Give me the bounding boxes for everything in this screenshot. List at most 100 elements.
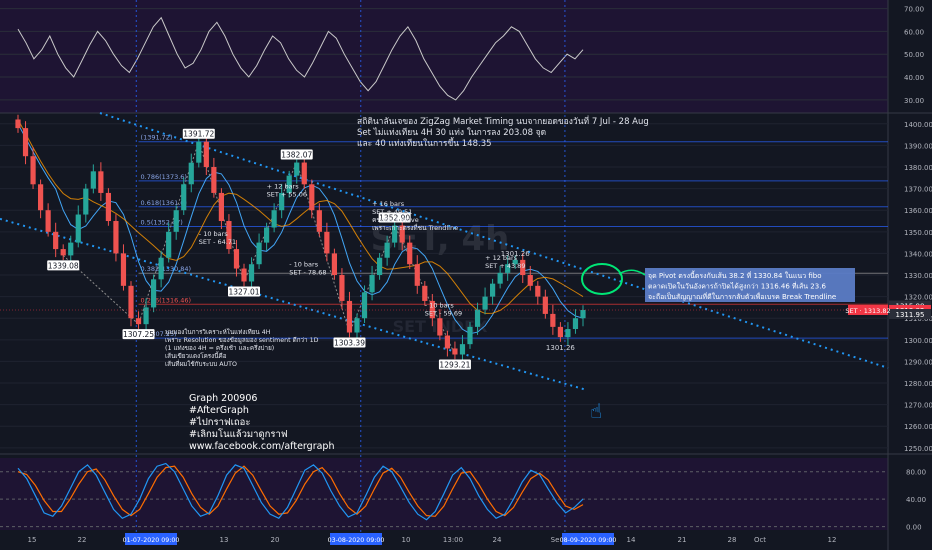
analysis-note: และ 40 แท่งเทียนในการขึ้น 148.35 xyxy=(357,137,492,149)
date-tick-label: 28 xyxy=(728,536,737,544)
bar-count-note: SET - 59.69 xyxy=(425,309,462,317)
date-tick-label: Se xyxy=(551,536,560,544)
callout-box xyxy=(645,268,855,302)
trendline-upper[interactable] xyxy=(99,112,889,369)
date-tick-label: 21 xyxy=(678,536,687,544)
top-axis-tick-label: 40.00 xyxy=(904,74,924,82)
candle-body xyxy=(354,318,360,333)
price-tick-label: 1250.00 xyxy=(904,445,932,453)
top-axis-tick-label: 30.00 xyxy=(904,97,924,105)
candle-body xyxy=(286,175,292,193)
price-tick-label: 1340.00 xyxy=(904,250,932,258)
candle-body xyxy=(490,283,496,297)
candle-body xyxy=(68,242,74,256)
pointer-hand-icon: ☝ xyxy=(590,399,602,423)
candle-body xyxy=(98,171,104,193)
swing-label-box xyxy=(122,329,155,340)
date-tick-label: 01-07-2020 09:00 xyxy=(123,537,180,544)
date-tick-label: 03-08-2020 09:00 xyxy=(328,537,385,544)
date-tick-label: Oct xyxy=(754,536,766,544)
date-tick-label: 24 xyxy=(493,536,502,544)
candle-body xyxy=(474,309,481,327)
candle-body xyxy=(459,344,466,355)
candle-body xyxy=(256,242,262,265)
candle-body xyxy=(158,257,164,280)
callout-text: จะถือเป็นสัญญาณที่ดีในการกลับตัวเพื่อเบร… xyxy=(648,292,836,301)
candle-body xyxy=(188,162,194,185)
callout-text: ตลาดเปิดในวันอังคารถ้าปิดได้สูงกว่า 1316… xyxy=(648,282,826,291)
fib-level-label: (1391.72) xyxy=(141,134,173,142)
stoch-tick-label: 0.00 xyxy=(906,524,922,532)
price-tick-label: 1290.00 xyxy=(904,358,932,366)
candle-body xyxy=(264,227,270,243)
price-tick-label: 1280.00 xyxy=(904,380,932,388)
analysis-note: มุมมองในการวิเคราะห์ในแท่งเทียน 4H xyxy=(165,328,271,336)
candle-body xyxy=(527,275,533,286)
top-panel-background xyxy=(0,0,888,113)
analysis-note: Graph 200906 xyxy=(189,393,257,404)
candle-body xyxy=(173,210,179,232)
price-tick-label: 1350.00 xyxy=(904,229,932,237)
swing-label-box xyxy=(438,359,471,370)
candle-body xyxy=(113,221,119,254)
price-tick-label: 1360.00 xyxy=(904,207,932,215)
bar-count-note: เพราะเกาะตรงที่ชน Trendline xyxy=(372,223,458,232)
swing-point-label: 1293.21 xyxy=(439,360,470,369)
candle-body xyxy=(572,318,579,330)
candle-body xyxy=(241,268,247,282)
date-tick-highlight xyxy=(125,533,177,545)
price-tick-label: 1300.00 xyxy=(904,337,932,345)
candle-body xyxy=(135,318,142,325)
candle-body xyxy=(346,300,353,333)
date-tick-label: 13 xyxy=(220,536,229,544)
swing-label-box xyxy=(378,212,411,223)
candle-body xyxy=(399,225,405,243)
moving-average-fast xyxy=(17,123,584,335)
bar-count-note: + 12 bars xyxy=(267,183,300,191)
stoch-tick-label: 40.00 xyxy=(906,496,926,504)
swing-point-label: 1352.90 xyxy=(379,214,410,223)
candle-body xyxy=(151,279,157,308)
swing-label-box xyxy=(47,260,80,271)
candle-body xyxy=(143,307,149,325)
candle-body xyxy=(294,162,300,176)
price-tick-label: 1270.00 xyxy=(904,402,932,410)
swing-label-box xyxy=(280,149,313,160)
candle-body xyxy=(505,264,511,273)
fib-level-label: 0.5(1352.47) xyxy=(141,218,183,226)
top-axis-tick-label: 70.00 xyxy=(904,6,924,14)
candle-body xyxy=(233,249,240,269)
candle-body xyxy=(105,192,111,222)
analysis-note: (1 แท่งของ 4H = ครึ่งเช้า และครึ่งบ่าย) xyxy=(165,343,274,352)
bar-count-note: SET + 49.51 xyxy=(372,208,412,216)
top-axis-tick-label: 50.00 xyxy=(904,51,924,59)
candle-body xyxy=(45,210,51,232)
candle-body xyxy=(422,285,428,301)
swing-point-label: 1307.25 xyxy=(123,330,154,339)
date-tick-label: 13:00 xyxy=(443,536,463,544)
candle-body xyxy=(203,141,209,168)
candle-body xyxy=(15,119,21,129)
candle-body xyxy=(120,253,127,286)
analysis-note: #เลิกมโนแล้วมาดูกราฟ xyxy=(189,428,288,440)
swing-point-label: 1339.08 xyxy=(48,261,79,270)
candle-body xyxy=(30,156,36,185)
analysis-note: Set ไม่แท่งเทียน 4H 30 แท่ง ในการลง 203.… xyxy=(357,127,546,138)
highlight-connector xyxy=(618,269,646,276)
bar-count-note: SET + 43.89 xyxy=(485,262,525,270)
candle-body xyxy=(482,296,488,310)
candle-body xyxy=(512,259,518,265)
candle-body xyxy=(467,326,473,345)
candle-body xyxy=(580,309,586,319)
candle-body xyxy=(331,253,337,276)
bar-count-note: ครบนับ 1 Wave xyxy=(372,216,419,224)
candle-body xyxy=(444,335,450,349)
candle-body xyxy=(279,192,285,211)
analysis-note: สถิตินาลันเจของ ZigZag Market Timing นบจ… xyxy=(357,115,649,127)
price-tick-label: 1390.00 xyxy=(904,142,932,150)
candle-body xyxy=(75,214,81,243)
bar-count-note: SET - 78.68 xyxy=(289,268,326,276)
bar-count-note: SET - 64.71 xyxy=(199,238,236,246)
swing-point-label: 1301.26 xyxy=(546,344,575,352)
